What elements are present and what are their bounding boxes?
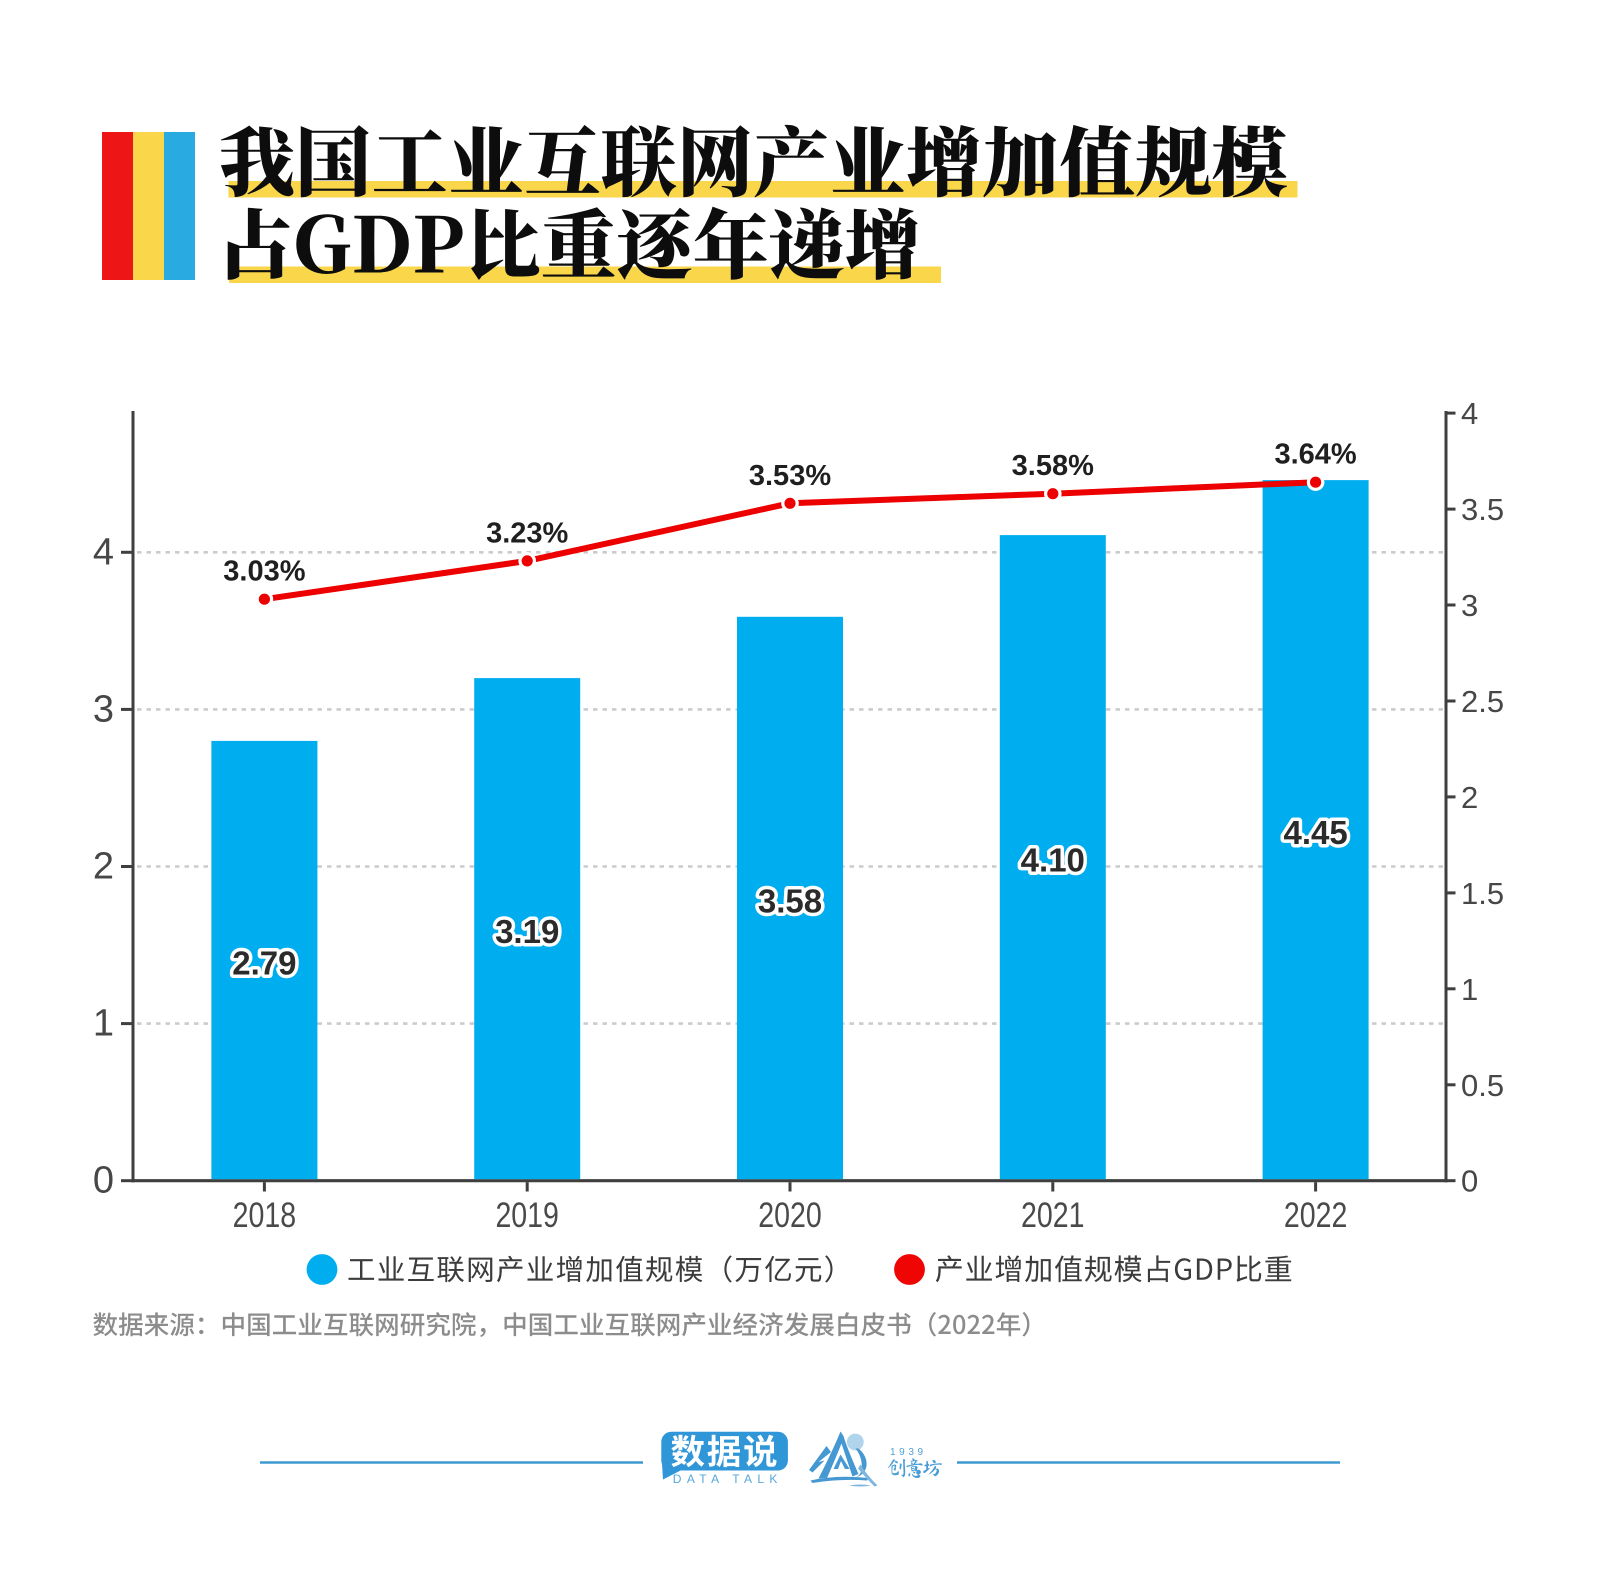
svg-text:0: 0 [1461,1164,1478,1199]
svg-text:1: 1 [93,1003,114,1045]
svg-text:2019: 2019 [495,1196,559,1235]
svg-text:2: 2 [1461,780,1478,815]
svg-text:3.58%: 3.58% [1012,450,1094,482]
svg-text:3: 3 [1461,588,1478,623]
svg-text:3.53%: 3.53% [749,460,831,492]
svg-text:2022: 2022 [1284,1196,1348,1235]
svg-text:2.79: 2.79 [232,945,296,982]
svg-text:2020: 2020 [758,1196,822,1235]
svg-text:4: 4 [93,531,114,573]
svg-text:3.03%: 3.03% [223,556,305,588]
svg-text:1939: 1939 [890,1447,927,1458]
svg-text:1.5: 1.5 [1461,876,1504,911]
svg-text:3.64%: 3.64% [1274,439,1356,471]
svg-text:2018: 2018 [233,1196,297,1235]
svg-text:0: 0 [93,1160,114,1202]
svg-text:3.5: 3.5 [1461,492,1504,527]
svg-text:1: 1 [1461,972,1478,1007]
svg-text:2: 2 [93,846,114,888]
svg-text:4.10: 4.10 [1021,842,1085,879]
svg-text:0.5: 0.5 [1461,1068,1504,1103]
svg-text:2021: 2021 [1021,1196,1085,1235]
svg-text:3: 3 [93,688,114,730]
svg-text:4.45: 4.45 [1283,814,1347,851]
svg-text:3.23%: 3.23% [486,517,568,549]
svg-text:DATA TALK: DATA TALK [673,1472,783,1486]
svg-text:2.5: 2.5 [1461,684,1504,719]
svg-text:4: 4 [1461,396,1478,431]
svg-text:3.19: 3.19 [495,913,559,950]
svg-text:3.58: 3.58 [758,883,822,920]
